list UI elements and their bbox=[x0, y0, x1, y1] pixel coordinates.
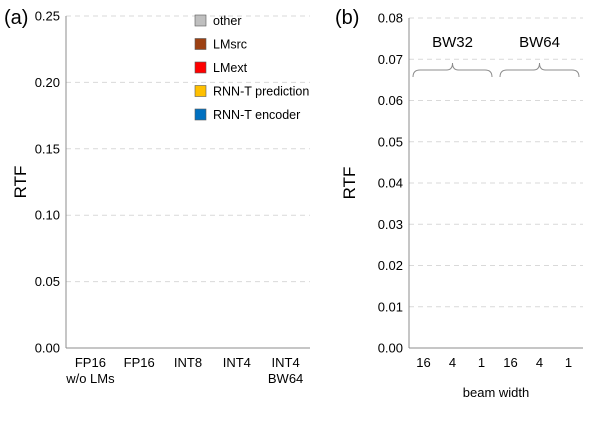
y-tick-label: 0.05 bbox=[378, 134, 403, 149]
legend-swatch bbox=[194, 108, 207, 121]
legend-label: other bbox=[213, 14, 242, 28]
group-label: BW64 bbox=[519, 34, 560, 51]
y-tick-label: 0.20 bbox=[35, 75, 60, 90]
legend-label: LMext bbox=[213, 61, 248, 75]
panel-b: (b) RTF 0.00 0.01 0.02 0.03 0.04 0.05 0.06 0.07 0.… bbox=[335, 7, 583, 400]
y-tick-label: 0.15 bbox=[35, 141, 60, 156]
y-tick-label: 0.02 bbox=[378, 258, 403, 273]
y-tick-label: 0.03 bbox=[378, 217, 403, 232]
legend-swatch bbox=[194, 14, 207, 27]
y-tick-label: 0.00 bbox=[378, 341, 403, 356]
x-tick-label: FP16 bbox=[124, 355, 155, 370]
x-tick-label: INT8 bbox=[174, 355, 202, 370]
panel-label: (a) bbox=[4, 7, 28, 29]
y-tick-label: 0.06 bbox=[378, 93, 403, 108]
y-tick-label: 0.25 bbox=[35, 9, 60, 24]
legend-swatch bbox=[194, 38, 207, 50]
x-tick-label: FP16 bbox=[75, 355, 106, 370]
x-tick-label: INT4 bbox=[223, 355, 251, 370]
y-tick-label: 0.01 bbox=[378, 299, 403, 314]
group-bracket bbox=[499, 62, 580, 78]
legend-swatch bbox=[194, 85, 207, 97]
panel-label: (b) bbox=[335, 7, 359, 29]
y-axis-label: RTF bbox=[11, 166, 30, 199]
y-tick-label: 0.00 bbox=[35, 341, 60, 356]
x-tick-label: BW64 bbox=[268, 371, 303, 386]
x-tick-label: 4 bbox=[536, 355, 543, 370]
legend-label: LMsrc bbox=[213, 38, 247, 52]
x-tick-label: 16 bbox=[503, 355, 517, 370]
y-axis-label: RTF bbox=[340, 167, 359, 200]
x-tick-label: 1 bbox=[478, 355, 485, 370]
x-axis-label: beam width bbox=[463, 385, 529, 400]
legend-swatch bbox=[194, 61, 207, 74]
legend-label: RNN-T encoder bbox=[213, 108, 300, 122]
group-bracket bbox=[412, 62, 493, 78]
legend-label: RNN-T prediction bbox=[213, 85, 309, 99]
y-tick-label: 0.04 bbox=[378, 176, 403, 191]
y-tick-label: 0.08 bbox=[378, 11, 403, 26]
x-tick-label: 4 bbox=[449, 355, 456, 370]
y-tick-label: 0.07 bbox=[378, 52, 403, 67]
group-label: BW32 bbox=[432, 34, 473, 51]
y-tick-label: 0.05 bbox=[35, 274, 60, 289]
x-tick-label: 16 bbox=[416, 355, 430, 370]
x-tick-label: w/o LMs bbox=[65, 371, 115, 386]
x-tick-label: 1 bbox=[565, 355, 572, 370]
x-tick-label: INT4 bbox=[272, 355, 300, 370]
y-tick-label: 0.10 bbox=[35, 208, 60, 223]
